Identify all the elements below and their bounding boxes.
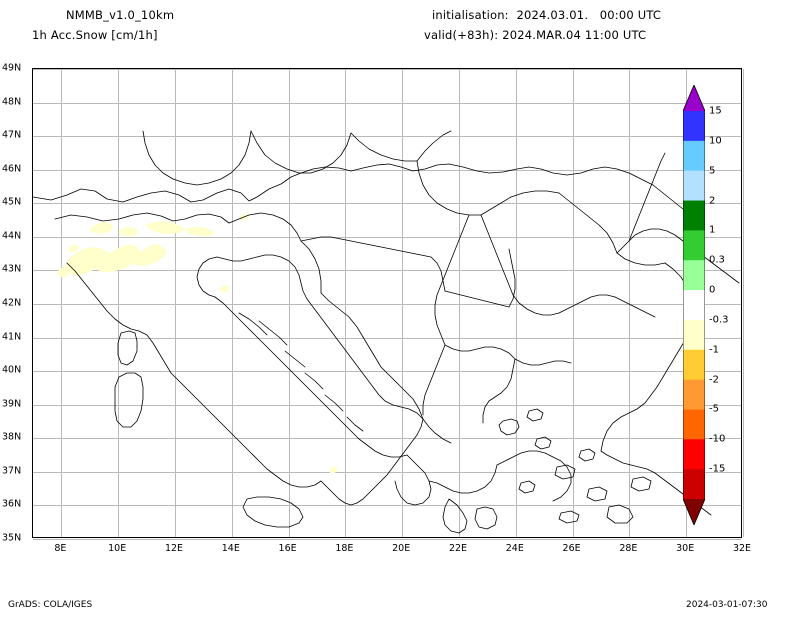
- valid-time-line: valid(+83h): 2024.MAR.04 11:00 UTC: [424, 28, 647, 42]
- gridline-vertical: [231, 69, 233, 537]
- colorbar-tick-label: -10: [709, 433, 726, 445]
- gridline-horizontal: [33, 337, 741, 339]
- coastline-borders-layer: [33, 130, 740, 534]
- y-tick-label: 35N: [2, 532, 22, 544]
- colorbar-tick-labels: 15 10 5 2 1 0.3 0 -0.3 -1 -2 -5 -10 -15: [683, 85, 743, 525]
- colorbar-tick-label: 1: [709, 224, 716, 236]
- y-tick-label: 41N: [2, 331, 22, 343]
- x-tick-label: 30E: [676, 543, 695, 554]
- gridline-horizontal: [33, 69, 741, 70]
- colorbar-tick-label: -2: [709, 374, 719, 386]
- y-tick-label: 38N: [2, 431, 22, 443]
- x-tick-label: 32E: [732, 543, 752, 554]
- colorbar-tick-label: 5: [709, 165, 716, 177]
- gridline-horizontal: [33, 203, 741, 205]
- colorbar-band: [683, 170, 705, 201]
- x-tick-label: 26E: [562, 543, 581, 554]
- colorbar-band: [683, 379, 705, 410]
- y-tick-label: 45N: [2, 196, 22, 208]
- snow-shading-layer: [57, 214, 338, 473]
- x-tick-label: 8E: [54, 543, 67, 554]
- colorbar-tick-label: 15: [709, 105, 722, 117]
- gridline-vertical: [345, 69, 347, 537]
- colorbar-tick-label: -15: [709, 463, 726, 475]
- gridline-vertical: [572, 69, 574, 537]
- colorbar-tick-label: 2: [709, 195, 716, 207]
- y-tick-label: 37N: [2, 465, 22, 477]
- colorbar-band: [683, 439, 705, 470]
- x-tick-label: 16E: [278, 543, 297, 554]
- gridline-horizontal: [33, 471, 741, 473]
- x-tick-label: 10E: [108, 543, 127, 554]
- x-tick-label: 18E: [335, 543, 354, 554]
- gridline-vertical: [175, 69, 176, 537]
- y-tick-label: 48N: [2, 96, 22, 108]
- colorbar-cap-top: [683, 85, 705, 111]
- colorbar-band: [683, 200, 705, 231]
- y-tick-label: 43N: [2, 263, 22, 275]
- colorbar-tick-label: 10: [709, 135, 722, 147]
- y-tick-label: 47N: [2, 129, 22, 141]
- y-tick-label: 44N: [2, 230, 22, 242]
- colorbar-band: [683, 349, 705, 381]
- x-tick-label: 20E: [392, 543, 411, 554]
- colorbar-tick-label: -0.3: [709, 314, 729, 326]
- x-tick-label: 22E: [448, 543, 468, 554]
- y-tick-label: 46N: [2, 163, 22, 175]
- colorbar-tick-label: 0.3: [709, 254, 725, 266]
- x-tick-label: 28E: [619, 543, 638, 554]
- gridline-horizontal: [33, 236, 741, 238]
- map-plot-area: [32, 68, 744, 540]
- gridline-horizontal: [33, 136, 741, 138]
- colorbar-cap-bottom: [683, 499, 705, 525]
- x-tick-label: 14E: [221, 543, 240, 554]
- variable-name-line: 1h Acc.Snow [cm/1h]: [32, 28, 158, 42]
- x-tick-label: 12E: [164, 543, 184, 554]
- y-tick-label: 39N: [2, 398, 22, 410]
- gridline-horizontal: [33, 102, 741, 104]
- gridline-horizontal: [33, 371, 741, 373]
- colorbar-band: [683, 111, 705, 142]
- gridline-vertical: [402, 69, 404, 537]
- y-tick-label: 40N: [2, 364, 22, 376]
- x-tick-label: 24E: [505, 543, 524, 554]
- colorbar-band: [683, 260, 705, 291]
- gridline-vertical: [515, 69, 517, 537]
- gridline-horizontal: [33, 404, 741, 406]
- colorbar-band: [683, 290, 705, 321]
- y-tick-label: 36N: [2, 498, 22, 510]
- footer-credit: GrADS: COLA/IGES: [8, 600, 93, 610]
- footer-timestamp: 2024-03-01-07:30: [686, 600, 768, 610]
- colorbar: [683, 85, 705, 525]
- colorbar-tick-label: -5: [709, 403, 719, 415]
- gridline-vertical: [61, 69, 63, 537]
- gridline-horizontal: [33, 539, 741, 540]
- colorbar-swatches: [683, 85, 705, 525]
- gridline-horizontal: [33, 438, 741, 440]
- gridline-vertical: [459, 69, 460, 537]
- gridline-vertical: [629, 69, 631, 537]
- y-tick-label: 42N: [2, 297, 22, 309]
- gridline-horizontal: [33, 304, 741, 305]
- y-tick-label: 49N: [2, 62, 22, 74]
- gridline-horizontal: [33, 169, 741, 171]
- colorbar-band: [683, 409, 705, 440]
- gridline-vertical: [743, 69, 744, 537]
- colorbar-band: [683, 469, 705, 500]
- gridline-horizontal: [33, 505, 741, 507]
- gridline-horizontal: [33, 270, 741, 272]
- colorbar-tick-label: 0: [709, 284, 716, 296]
- initialisation-line: initialisation: 2024.03.01. 00:00 UTC: [432, 8, 662, 22]
- colorbar-band: [683, 230, 705, 261]
- colorbar-tick-label: -1: [709, 344, 719, 356]
- gridline-vertical: [118, 69, 120, 537]
- gridline-vertical: [288, 69, 290, 537]
- colorbar-band: [683, 319, 705, 351]
- colorbar-band: [683, 140, 705, 172]
- model-name-line: NMMB_v1.0_10km: [66, 8, 175, 22]
